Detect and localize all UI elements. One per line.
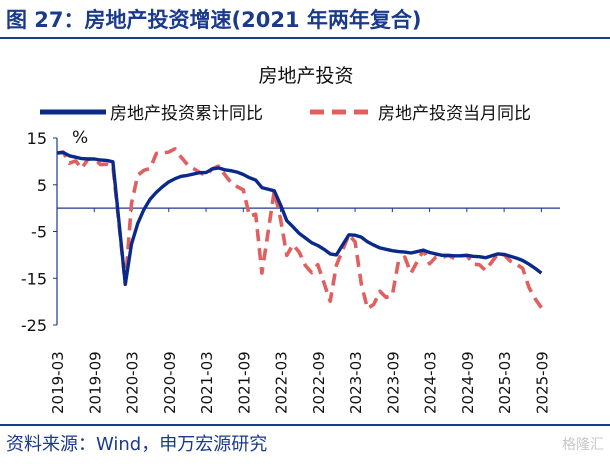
y-unit-label: %	[72, 128, 88, 148]
x-tick-label: 2020-03	[124, 351, 142, 414]
y-axis: 15 5 -5 -15 -25	[21, 129, 58, 335]
x-tick-label: 2019-03	[49, 351, 67, 414]
x-tick-label: 2025-03	[496, 351, 514, 414]
x-tick-label: 2021-03	[198, 351, 216, 414]
y-tick-label: -5	[31, 223, 47, 242]
series-layer	[56, 147, 543, 311]
series-line-cumulative-yoy	[56, 150, 543, 286]
x-tick-label: 2023-03	[347, 351, 365, 414]
x-tick-label: 2021-09	[235, 351, 253, 414]
chart-title: 房地产投资	[258, 65, 353, 87]
y-tick-label: 15	[27, 129, 47, 148]
legend: 房地产投资累计同比 房地产投资当月同比	[40, 104, 531, 124]
x-tick-label: 2019-09	[86, 351, 104, 414]
watermark: 格隆汇	[562, 437, 604, 453]
x-tick-label: 2024-03	[422, 351, 440, 414]
x-tick-label: 2024-09	[459, 351, 477, 414]
x-tick-label: 2022-03	[273, 351, 291, 414]
x-axis: 2019-03 2019-09 2020-03 2020-09 2021-03 2021-…	[49, 207, 560, 414]
y-tick-label: 5	[37, 176, 47, 195]
y-tick-label: -25	[21, 316, 47, 335]
y-tick-label: -15	[21, 269, 47, 288]
chart: 房地产投资 房地产投资累计同比 房地产投资当月同比 15 5 -5 -15 -25 20…	[21, 65, 560, 414]
x-tick-label: 2023-09	[384, 351, 402, 414]
figure-title: 图 27：房地产投资增速(2021 年两年复合)	[6, 8, 422, 32]
source-note: 资料来源：Wind，申万宏源研究	[6, 434, 268, 455]
legend-label-solid: 房地产投资累计同比	[110, 104, 263, 124]
x-tick-label: 2025-09	[533, 351, 551, 414]
bottom-rule	[0, 424, 610, 426]
x-tick-label: 2020-09	[161, 351, 179, 414]
x-tick-label: 2022-09	[310, 351, 328, 414]
series-line-monthly-yoy	[56, 147, 543, 311]
top-rule	[0, 37, 610, 39]
legend-label-dashed: 房地产投资当月同比	[378, 104, 531, 124]
